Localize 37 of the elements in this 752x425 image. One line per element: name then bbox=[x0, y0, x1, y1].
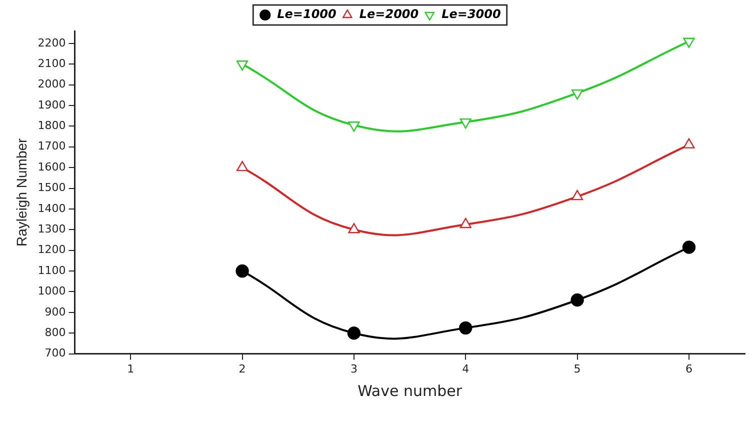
y-axis-title: Rayleigh Number bbox=[13, 138, 30, 246]
y-tick-label: 1800 bbox=[38, 119, 66, 132]
x-tick-label: 5 bbox=[574, 362, 581, 376]
point bbox=[682, 240, 696, 254]
y-tick-label: 1700 bbox=[38, 140, 66, 153]
point bbox=[347, 326, 361, 340]
x-tick-label: 6 bbox=[685, 362, 692, 376]
x-tick-label: 2 bbox=[238, 362, 246, 376]
point bbox=[570, 293, 584, 307]
x-tick-label: 1 bbox=[127, 362, 134, 376]
y-tick-label: 1900 bbox=[38, 98, 66, 112]
y-tick-label: 1000 bbox=[38, 284, 66, 298]
y-tick-label: 1600 bbox=[38, 160, 66, 174]
y-tick-label: 1500 bbox=[38, 181, 66, 194]
point bbox=[236, 60, 248, 71]
x-axis-title: Wave number bbox=[358, 382, 463, 400]
point bbox=[236, 264, 249, 278]
point bbox=[683, 38, 695, 48]
x-tick-label: 4 bbox=[462, 362, 470, 376]
y-tick-label: 1400 bbox=[38, 202, 66, 215]
y-tick-label: 800 bbox=[44, 326, 66, 339]
y-tick-label: 2100 bbox=[38, 56, 66, 70]
point bbox=[348, 122, 360, 132]
legend-label: Le=3000 bbox=[442, 7, 501, 22]
legend-label: Le=2000 bbox=[359, 7, 419, 22]
y-tick-label: 900 bbox=[44, 305, 66, 318]
legend-label: Le=1000 bbox=[277, 7, 336, 22]
point bbox=[459, 321, 472, 335]
y-tick-label: 1200 bbox=[38, 243, 66, 256]
y-tick-label: 1300 bbox=[38, 222, 66, 236]
y-tick-label: 2000 bbox=[38, 78, 66, 91]
point bbox=[460, 118, 472, 129]
y-tick-label: 700 bbox=[44, 346, 66, 360]
point bbox=[572, 89, 584, 100]
y-tick-label: 2200 bbox=[38, 36, 66, 50]
y-tick-label: 1100 bbox=[38, 264, 66, 277]
x-tick-label: 3 bbox=[350, 362, 358, 376]
